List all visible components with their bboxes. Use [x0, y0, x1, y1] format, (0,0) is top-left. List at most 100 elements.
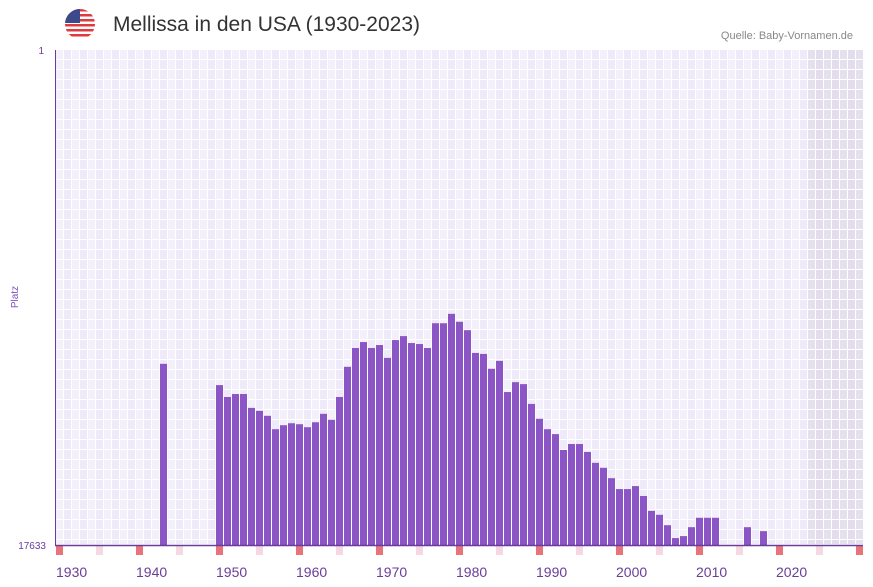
grid-cell	[592, 110, 599, 119]
grid-cell	[776, 160, 783, 169]
grid-cell	[456, 180, 463, 189]
grid-cell	[360, 200, 367, 209]
grid-cell	[816, 200, 823, 209]
grid-cell	[96, 320, 103, 329]
grid-cell	[432, 230, 439, 239]
grid-cell	[520, 210, 527, 219]
grid-cell	[608, 100, 615, 109]
grid-cell	[832, 480, 839, 489]
grid-cell	[136, 70, 143, 79]
grid-cell	[112, 110, 119, 119]
grid-cell	[272, 70, 279, 79]
grid-cell	[640, 230, 647, 239]
grid-cell	[792, 130, 799, 139]
grid-cell	[168, 90, 175, 99]
grid-cell	[608, 400, 615, 409]
grid-cell	[504, 200, 511, 209]
grid-cell	[248, 250, 255, 259]
grid-cell	[280, 110, 287, 119]
grid-cell	[760, 360, 767, 369]
grid-cell	[648, 210, 655, 219]
grid-cell	[376, 330, 383, 339]
grid-cell	[520, 130, 527, 139]
grid-cell	[176, 350, 183, 359]
grid-cell	[320, 190, 327, 199]
grid-cell	[560, 210, 567, 219]
grid-cell	[808, 420, 815, 429]
grid-cell	[152, 70, 159, 79]
grid-cell	[232, 190, 239, 199]
grid-cell	[96, 260, 103, 269]
grid-cell	[672, 260, 679, 269]
grid-cell	[696, 170, 703, 179]
grid-cell	[344, 50, 351, 59]
grid-cell	[120, 340, 127, 349]
grid-cell	[752, 70, 759, 79]
grid-cell	[600, 310, 607, 319]
grid-cell	[312, 360, 319, 369]
grid-cell	[512, 210, 519, 219]
grid-cell	[648, 200, 655, 209]
grid-cell	[464, 120, 471, 129]
grid-cell	[112, 100, 119, 109]
grid-cell	[760, 480, 767, 489]
grid-cell	[232, 80, 239, 89]
grid-cell	[376, 280, 383, 289]
grid-cell	[96, 250, 103, 259]
grid-cell	[664, 390, 671, 399]
grid-cell	[680, 170, 687, 179]
grid-cell	[728, 380, 735, 389]
grid-cell	[648, 380, 655, 389]
grid-cell	[168, 130, 175, 139]
grid-cell	[96, 450, 103, 459]
grid-cell	[592, 70, 599, 79]
grid-cell	[832, 180, 839, 189]
grid-cell	[520, 220, 527, 229]
grid-cell	[632, 480, 639, 489]
grid-cell	[664, 110, 671, 119]
grid-cell	[816, 70, 823, 79]
grid-cell	[608, 310, 615, 319]
grid-cell	[808, 200, 815, 209]
grid-cell	[328, 230, 335, 239]
grid-cell	[592, 140, 599, 149]
grid-cell	[136, 190, 143, 199]
grid-cell	[632, 90, 639, 99]
grid-cell	[440, 280, 447, 289]
grid-cell	[584, 210, 591, 219]
grid-cell	[664, 160, 671, 169]
grid-cell	[752, 300, 759, 309]
grid-cell	[752, 330, 759, 339]
grid-cell	[808, 190, 815, 199]
grid-cell	[432, 80, 439, 89]
grid-cell	[480, 290, 487, 299]
grid-cell	[136, 330, 143, 339]
grid-cell	[760, 260, 767, 269]
grid-cell	[824, 380, 831, 389]
grid-cell	[712, 70, 719, 79]
grid-cell	[640, 430, 647, 439]
grid-cell	[448, 130, 455, 139]
grid-cell	[688, 500, 695, 509]
grid-cell	[656, 160, 663, 169]
grid-cell	[608, 180, 615, 189]
grid-cell	[816, 320, 823, 329]
grid-cell	[144, 510, 151, 519]
grid-cell	[832, 60, 839, 69]
grid-cell	[80, 340, 87, 349]
grid-cell	[792, 230, 799, 239]
grid-cell	[648, 360, 655, 369]
grid-cell	[272, 350, 279, 359]
grid-cell	[328, 400, 335, 409]
grid-cell	[744, 410, 751, 419]
grid-cell	[144, 470, 151, 479]
grid-cell	[128, 90, 135, 99]
grid-cell	[520, 110, 527, 119]
grid-cell	[592, 300, 599, 309]
grid-cell	[816, 50, 823, 59]
grid-cell	[656, 80, 663, 89]
grid-cell	[184, 130, 191, 139]
grid-cell	[792, 420, 799, 429]
grid-cell	[184, 250, 191, 259]
grid-cell	[312, 230, 319, 239]
